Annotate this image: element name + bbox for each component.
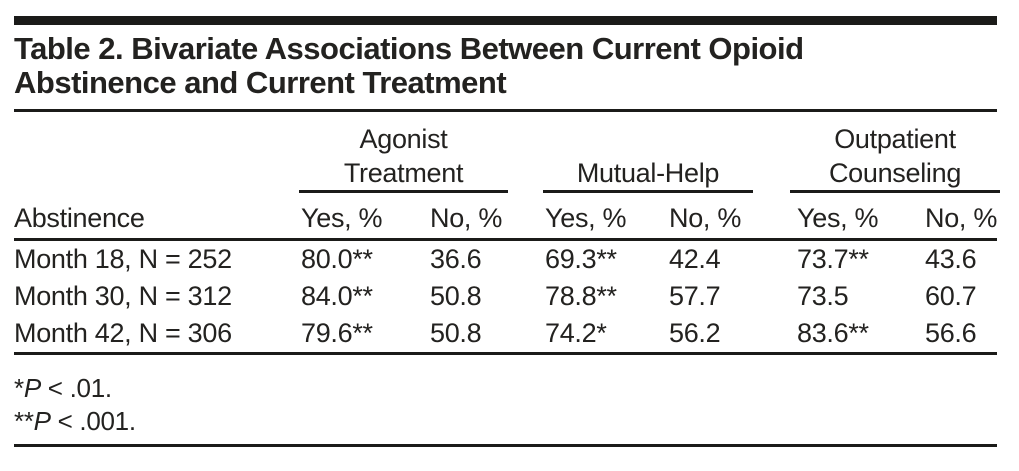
table-row-month-30: Month 30, N = 312 84.0** 50.8 78.8** 57.… [14, 278, 997, 315]
column-header-outpatient-yes: Yes, % [797, 193, 925, 241]
group-label-line: Agonist [359, 124, 448, 154]
group-header-agonist-treatment: Agonist Treatment [299, 112, 508, 193]
top-divider-bar [14, 16, 997, 25]
table-title-line-1: Table 2. Bivariate Associations Between … [14, 31, 804, 66]
cell-agonist-yes: 80.0** [301, 244, 373, 274]
footnote-p-symbol: P [23, 373, 41, 403]
table-row-month-42: Month 42, N = 306 79.6** 50.8 74.2* 56.2… [14, 315, 997, 355]
footnote-threshold: < .001. [50, 406, 136, 436]
cell-agonist-no: 50.8 [430, 315, 545, 355]
title-rule [14, 109, 997, 112]
cell-mutual-no: 42.4 [669, 244, 721, 274]
column-header-outpatient-no: No, % [925, 193, 997, 241]
group-label-line: Outpatient [834, 124, 956, 154]
cell-mutual-no: 56.2 [669, 315, 797, 355]
group-label-line [543, 122, 753, 156]
cell-outpatient-no: 56.6 [925, 315, 997, 355]
group-header-cell-agonist-treatment: Agonist Treatment [299, 112, 545, 193]
row-label: Month 42, N = 306 [14, 315, 301, 355]
cell-outpatient-yes: 73.7** [797, 244, 869, 274]
cell-agonist-yes: 79.6** [301, 315, 430, 355]
table-figure-content: Table 2. Bivariate Associations Between … [14, 16, 1000, 447]
column-header-agonist-yes: Yes, % [301, 193, 430, 241]
column-header-abstinence: Abstinence [14, 193, 301, 241]
cell-agonist-no: 36.6 [430, 244, 482, 274]
group-label-line: Treatment [343, 158, 464, 188]
cell-outpatient-no: 60.7 [925, 281, 977, 311]
table-title: Table 2. Bivariate Associations Between … [14, 32, 997, 100]
cell-outpatient-no: 43.6 [925, 244, 977, 274]
column-header-agonist-no: No, % [430, 193, 545, 241]
cell-agonist-yes: 84.0** [301, 281, 373, 311]
column-header-mutual-yes: Yes, % [545, 193, 669, 241]
group-header-cell-mutual-help: Mutual-Help [543, 112, 797, 193]
cell-outpatient-yes: 83.6** [797, 315, 925, 355]
footnote-threshold: < .01. [40, 373, 112, 403]
group-header-row: Agonist Treatment Mutual-Help Outpatient… [14, 112, 1000, 193]
footnote-p-symbol: P [33, 406, 51, 436]
footnote-p01: *P < .01. [14, 372, 997, 405]
table-row-month-18: Month 18, N = 252 80.0** 36.6 69.3** 42.… [14, 240, 997, 279]
footnote-marker: * [14, 373, 24, 403]
table-title-line-2: Abstinence and Current Treatment [14, 65, 507, 100]
column-header-row: Abstinence Yes, % No, % Yes, % No, % Yes… [14, 193, 997, 241]
footnote-marker: ** [14, 406, 34, 436]
bivariate-associations-table: Agonist Treatment Mutual-Help Outpatient… [14, 112, 1000, 355]
cell-mutual-yes: 74.2* [545, 315, 669, 355]
cell-mutual-yes: 78.8** [545, 281, 617, 311]
group-label-line: Mutual-Help [576, 158, 720, 188]
column-header-mutual-no: No, % [669, 193, 797, 241]
cell-mutual-no: 57.7 [669, 281, 721, 311]
cell-mutual-yes: 69.3** [545, 244, 617, 274]
table-footnotes: *P < .01. **P < .001. [14, 355, 997, 438]
group-header-spacer [14, 112, 301, 193]
group-header-mutual-help: Mutual-Help [543, 112, 753, 193]
row-label: Month 18, N = 252 [14, 244, 232, 274]
bottom-divider-rule [14, 444, 997, 447]
cell-outpatient-yes: 73.5 [797, 281, 849, 311]
group-header-cell-outpatient-counseling: Outpatient Counseling [790, 112, 1000, 193]
footnote-p001: **P < .001. [14, 405, 997, 438]
cell-agonist-no: 50.8 [430, 281, 482, 311]
row-label: Month 30, N = 312 [14, 281, 232, 311]
group-header-outpatient-counseling: Outpatient Counseling [790, 112, 1000, 193]
group-label-line: Counseling [828, 158, 962, 188]
